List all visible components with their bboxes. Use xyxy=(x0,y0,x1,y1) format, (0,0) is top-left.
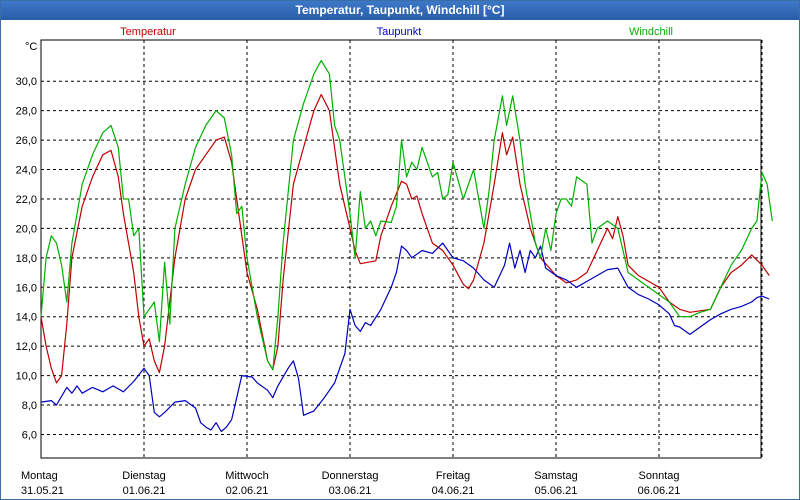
grid xyxy=(41,40,763,458)
chart-title: Temperatur, Taupunkt, Windchill [°C] xyxy=(1,1,799,20)
legend-temperature: Temperatur xyxy=(120,26,176,38)
x-tick-date: 03.06.21 xyxy=(329,485,372,497)
y-tick-label: 6,0 xyxy=(22,429,37,441)
series-line-windchill xyxy=(40,59,773,371)
x-axis-ticks: Montag 31.05.21 Dienstag 01.06.21 Mittwoch 02… xyxy=(21,470,680,497)
series-lines xyxy=(40,59,773,433)
y-tick-label: 10,0 xyxy=(16,371,37,383)
x-tick-day: Samstag xyxy=(534,470,577,482)
x-tick-day: Montag xyxy=(21,470,58,482)
legend-windchill: Windchill xyxy=(629,26,673,38)
y-tick-label: 8,0 xyxy=(22,400,37,412)
y-tick-label: 28,0 xyxy=(16,106,37,118)
y-tick-label: 14,0 xyxy=(16,312,37,324)
series-line-taupunkt xyxy=(40,242,770,433)
y-tick-label: 12,0 xyxy=(16,341,37,353)
y-tick-label: 26,0 xyxy=(16,135,37,147)
y-tick-label: 16,0 xyxy=(16,282,37,294)
y-axis-unit: °C xyxy=(25,41,37,53)
x-tick-day: Dienstag xyxy=(122,470,165,482)
x-tick-date: 31.05.21 xyxy=(21,485,64,497)
x-tick-date: 02.06.21 xyxy=(226,485,269,497)
x-tick-date: 01.06.21 xyxy=(123,485,166,497)
legend-dewpoint: Taupunkt xyxy=(377,26,422,38)
x-tick-date: 04.06.21 xyxy=(432,485,475,497)
x-tick-day: Mittwoch xyxy=(225,470,268,482)
x-tick-day: Freitag xyxy=(436,470,470,482)
x-tick-day: Sonntag xyxy=(639,470,680,482)
y-tick-label: 20,0 xyxy=(16,223,37,235)
y-tick-label: 30,0 xyxy=(16,76,37,88)
x-tick-day: Donnerstag xyxy=(322,470,379,482)
series-line-temperatur xyxy=(40,93,770,384)
y-axis-ticks: 6,0 8,0 10,0 12,0 14,0 16,0 18,0 20,0 22,0 24,0 26… xyxy=(16,76,37,441)
x-tick-date: 05.06.21 xyxy=(535,485,578,497)
y-tick-label: 24,0 xyxy=(16,165,37,177)
y-tick-label: 18,0 xyxy=(16,253,37,265)
x-tick-date: 06.06.21 xyxy=(638,485,681,497)
y-tick-label: 22,0 xyxy=(16,194,37,206)
